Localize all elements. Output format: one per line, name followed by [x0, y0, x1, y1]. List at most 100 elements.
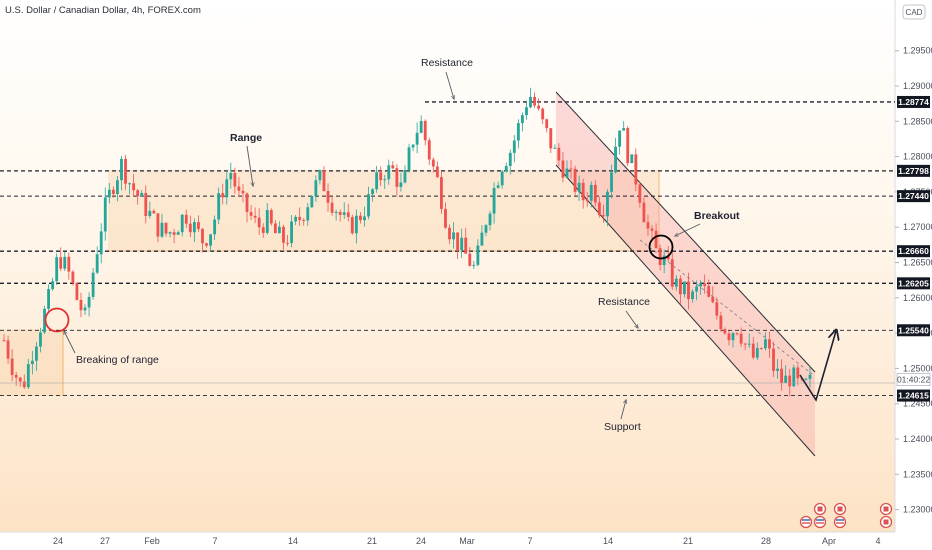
candle-body	[338, 211, 342, 215]
candle-body	[225, 179, 229, 198]
candle-body	[71, 271, 75, 284]
candle-body	[723, 329, 727, 334]
x-tick-label: 21	[367, 536, 377, 546]
candle-body	[55, 257, 59, 282]
candle-body	[743, 343, 747, 345]
candle-body	[326, 191, 330, 203]
candle-body	[751, 343, 755, 358]
x-tick-label: Mar	[459, 536, 475, 546]
level-tag	[897, 164, 930, 177]
candle-body	[735, 333, 739, 335]
candle-body	[83, 307, 87, 311]
candle-body	[140, 192, 144, 197]
candle-body	[784, 375, 788, 384]
candle-body	[318, 170, 322, 181]
candle-body	[124, 158, 127, 184]
candle-body	[306, 207, 310, 221]
us-flag-icon[interactable]	[813, 515, 827, 529]
candle-body	[444, 208, 447, 228]
x-tick-label: 28	[761, 536, 771, 546]
candle-body	[265, 210, 269, 233]
candle-body	[310, 195, 314, 208]
candle-body	[245, 193, 249, 213]
candle-body	[618, 130, 622, 147]
level-tag	[897, 95, 930, 108]
candle-body	[808, 374, 812, 379]
candle-body	[35, 346, 38, 361]
candle-body	[253, 215, 257, 218]
candle-body	[480, 232, 484, 246]
candle-body	[577, 182, 581, 192]
candle-body	[30, 360, 34, 365]
us-flag-icon[interactable]	[833, 515, 847, 529]
canada-flag-icon[interactable]	[813, 502, 827, 516]
candle-body	[144, 192, 148, 216]
candle-body	[346, 212, 350, 218]
x-tick-label: Apr	[822, 536, 836, 546]
x-tick-label: 14	[288, 536, 298, 546]
channel-mid-line	[639, 239, 813, 375]
x-tick-label: 7	[527, 536, 532, 546]
candle-body	[452, 232, 455, 240]
us-flag-icon[interactable]	[799, 515, 813, 529]
candle-body	[772, 348, 775, 371]
candle-body	[10, 358, 14, 375]
current-price-tag-label: 01:40:22	[897, 375, 930, 385]
time-axis-background	[0, 532, 932, 550]
projection-arrow	[799, 331, 836, 402]
candle-body	[545, 119, 549, 129]
price-axis-background	[895, 0, 932, 550]
x-tick-label: 7	[212, 536, 217, 546]
event-icons[interactable]	[799, 502, 893, 529]
candle-body	[201, 228, 204, 244]
resistance-mid-pointer	[625, 310, 638, 328]
candle-body	[670, 259, 674, 287]
candle-body	[472, 264, 476, 266]
level-tag-label: 1.28774	[898, 97, 929, 107]
canada-flag-icon[interactable]	[833, 502, 847, 516]
candle-body	[387, 165, 391, 180]
level-tag-label: 1.25540	[898, 325, 929, 335]
channel-upper-line	[555, 91, 816, 373]
candle-body	[152, 210, 156, 214]
currency-badge-box[interactable]	[902, 4, 926, 20]
resistance-mid-label: Resistance	[598, 296, 650, 308]
candle-body	[75, 283, 79, 300]
candle-body	[330, 202, 334, 213]
candle-body	[156, 213, 160, 237]
canada-flag-icon[interactable]	[879, 515, 893, 529]
breakout-circle	[648, 234, 674, 260]
candle-body	[622, 128, 626, 131]
candle-body	[512, 140, 516, 153]
x-tick-label: 24	[416, 536, 426, 546]
candle-body	[460, 237, 464, 251]
candle-body	[205, 243, 208, 246]
candle-body	[79, 299, 83, 311]
candle-body	[533, 96, 536, 106]
y-tick-label: 1.26000	[903, 293, 932, 303]
x-tick-label: 21	[683, 536, 693, 546]
candle-body	[642, 202, 646, 223]
candle-body	[217, 193, 221, 220]
candle-body	[221, 193, 225, 198]
y-tick-label: 1.27000	[903, 222, 932, 232]
candle-body	[759, 348, 763, 350]
canada-flag-icon[interactable]	[879, 502, 893, 516]
candle-body	[678, 278, 682, 295]
candle-body	[99, 231, 103, 255]
descending-channel-fill	[556, 92, 815, 456]
candle-body	[192, 222, 196, 233]
candle-body	[683, 281, 686, 295]
candle-body	[39, 332, 42, 347]
support-pointer	[620, 400, 626, 420]
y-tick-label: 1.23000	[903, 505, 932, 515]
candle-body	[435, 166, 439, 178]
candle-body	[755, 348, 759, 358]
candle-body	[448, 227, 451, 240]
candle-body	[525, 107, 528, 116]
candle-body	[350, 217, 354, 234]
candle-body	[456, 232, 460, 251]
candle-body	[427, 140, 431, 160]
currency-badge[interactable]: CAD	[906, 8, 923, 17]
